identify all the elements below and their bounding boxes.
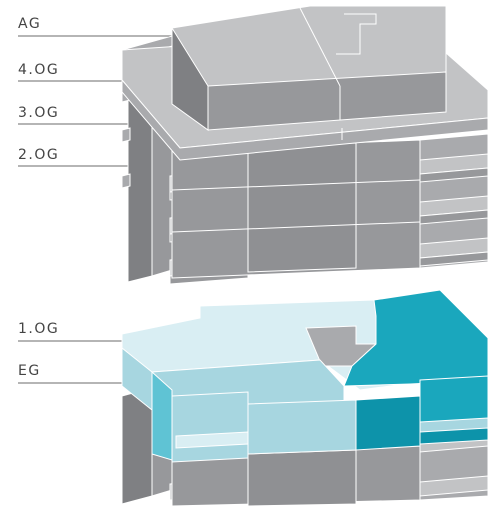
floor-label-eg: EG bbox=[18, 363, 41, 379]
floor-label-2og: 2.OG bbox=[18, 147, 60, 163]
floor-label-3og: 3.OG bbox=[18, 105, 60, 121]
leader-lines bbox=[18, 35, 172, 384]
upper-block bbox=[121, 5, 488, 285]
floor-label-ag: AG bbox=[18, 16, 42, 32]
floor-label-4og: 4.OG bbox=[18, 62, 60, 78]
lower-block bbox=[121, 289, 488, 506]
floor-label-1og: 1.OG bbox=[18, 321, 60, 337]
